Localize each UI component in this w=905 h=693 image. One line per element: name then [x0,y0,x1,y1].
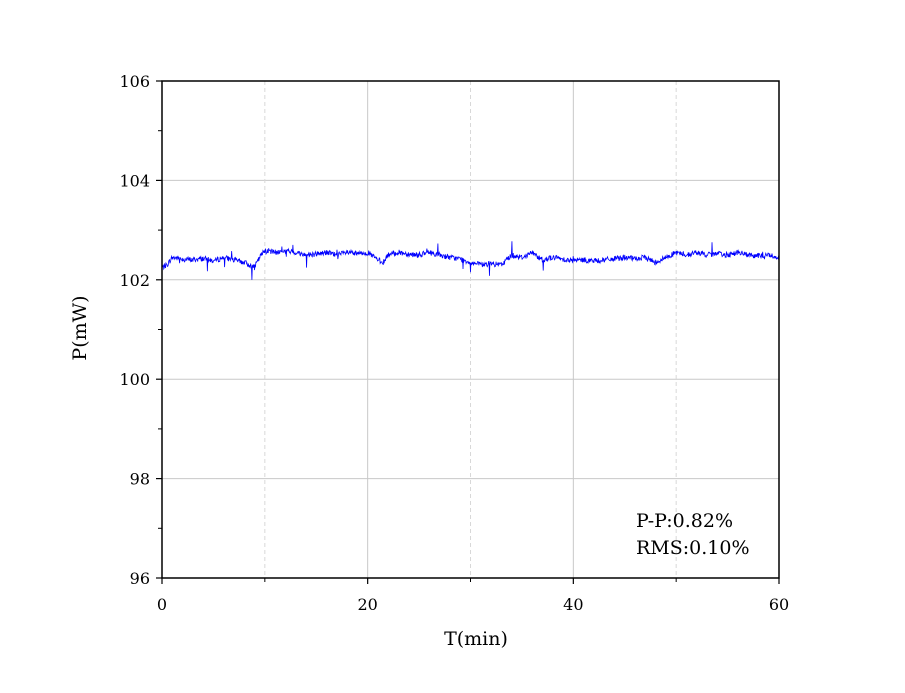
tick-labels: 0 20 40 60 96 98 100 102 104 106 [119,72,789,614]
y-tick-label-4: 104 [119,171,150,190]
y-tick-label-5: 106 [119,72,150,91]
x-tick-label-2: 40 [563,595,583,614]
series-layer [161,241,780,280]
y-tick-label-1: 98 [130,470,150,489]
y-tick-label-3: 102 [119,271,150,290]
y-tick-label-2: 100 [119,370,150,389]
axis-ticks [156,80,780,584]
y-tick-label-0: 96 [130,569,150,588]
x-tick-label-0: 0 [157,595,167,614]
annotation-peak-to-peak: P-P:0.82% [636,510,733,532]
annotation-rms: RMS:0.10% [636,537,750,559]
y-axis-title: P(mW) [69,295,91,360]
series-line-0 [161,241,780,280]
grid-lines [162,81,779,578]
x-axis-title: T(min) [444,628,508,650]
x-tick-label-1: 20 [357,595,377,614]
x-tick-label-3: 60 [769,595,789,614]
